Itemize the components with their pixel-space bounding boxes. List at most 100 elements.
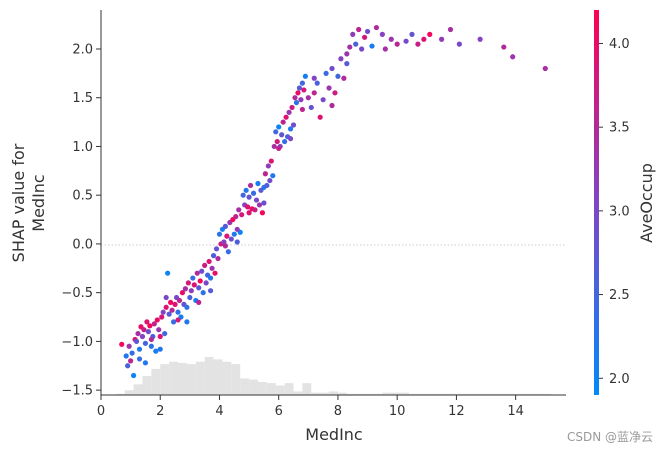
scatter-point — [199, 268, 205, 274]
colorbar-label: AveOccup — [637, 163, 656, 243]
scatter-point — [165, 270, 171, 276]
colorbar-ticks: 2.0 2.5 3.0 3.5 4.0 — [599, 37, 630, 387]
scatter-point — [162, 330, 168, 337]
scatter-point — [295, 90, 301, 96]
colorbar-tick-label: 2.0 — [609, 372, 630, 387]
scatter-point — [255, 180, 261, 187]
histogram-bar — [124, 390, 134, 395]
scatter-point — [273, 129, 279, 135]
scatter-point — [228, 236, 234, 242]
histogram-bar — [462, 393, 472, 395]
y-tick-label: −0.5 — [61, 286, 93, 301]
scatter-point — [245, 204, 251, 210]
histogram-bar — [320, 392, 330, 395]
scatter-point — [123, 353, 129, 359]
scatter-point — [320, 97, 326, 103]
x-tick-label: 14 — [507, 404, 524, 419]
scatter-point — [259, 210, 266, 216]
scatter-point — [290, 122, 297, 128]
scatter-point — [141, 327, 147, 333]
histogram-bar — [471, 393, 481, 395]
scatter-point — [197, 278, 203, 284]
scatter-point — [252, 207, 258, 213]
y-tick-label: 1.5 — [72, 91, 93, 106]
histogram-bar — [515, 393, 525, 395]
scatter-point — [142, 340, 149, 346]
scatter-point — [344, 61, 350, 67]
scatter-point — [276, 124, 282, 130]
histogram-bar — [213, 359, 223, 395]
scatter-point — [403, 38, 409, 44]
histogram-bar — [293, 391, 303, 395]
scatter-point — [344, 51, 350, 57]
watermark: CSDN @蓝净云 — [566, 430, 653, 444]
histogram-bar — [240, 378, 250, 395]
scatter-point — [194, 270, 200, 276]
histogram-bar — [426, 393, 436, 395]
scatter-point — [253, 197, 260, 203]
y-tick-label: 0.0 — [72, 237, 93, 252]
scatter-point — [299, 106, 306, 113]
histogram-bar — [524, 393, 534, 395]
scatter-point — [262, 171, 268, 177]
histogram-bar — [337, 392, 347, 395]
histogram-bar — [480, 393, 489, 395]
scatter-point — [221, 239, 227, 245]
scatter-point — [350, 31, 356, 37]
scatter-point — [225, 249, 231, 255]
scatter-point — [456, 41, 462, 47]
scatter-point — [311, 75, 317, 81]
scatter-point — [301, 87, 307, 93]
scatter-point — [287, 126, 294, 132]
scatter-point — [148, 336, 154, 343]
scatter-points — [119, 24, 548, 379]
scatter-point — [477, 36, 483, 42]
scatter-point — [341, 75, 347, 81]
scatter-point — [394, 41, 400, 47]
histogram-bar — [186, 364, 196, 395]
scatter-point — [130, 372, 137, 379]
scatter-point — [338, 56, 344, 62]
scatter-point — [215, 255, 221, 262]
scatter-point — [289, 104, 295, 111]
y-tick-label: −1.5 — [61, 384, 93, 399]
scatter-point — [364, 28, 371, 35]
scatter-point — [176, 297, 183, 304]
scatter-point — [247, 182, 254, 189]
scatter-point — [280, 119, 286, 125]
histogram-bar — [302, 383, 312, 395]
scatter-point — [207, 275, 214, 281]
histogram-bar — [266, 383, 276, 395]
histogram-bar — [151, 368, 161, 395]
histogram-bar — [311, 392, 321, 395]
scatter-point — [317, 114, 323, 120]
colorbar-tick-label: 4.0 — [609, 37, 630, 52]
scatter-point — [188, 288, 194, 294]
histogram-bar — [364, 393, 374, 395]
scatter-point — [222, 243, 228, 249]
x-tick-label: 12 — [448, 404, 465, 419]
scatter-point — [299, 80, 306, 86]
scatter-point — [184, 304, 190, 310]
histogram-bar — [115, 393, 125, 395]
scatter-point — [373, 24, 380, 31]
scatter-point — [151, 321, 157, 327]
x-tick-label: 0 — [97, 404, 105, 419]
scatter-point — [216, 231, 223, 237]
scatter-point — [153, 348, 159, 354]
histogram-bar — [488, 393, 498, 395]
x-tick-label: 10 — [389, 404, 406, 419]
scatter-point — [298, 97, 304, 103]
scatter-point — [172, 301, 178, 307]
scatter-point — [286, 109, 292, 115]
x-ticks: 0 2 4 6 8 10 12 14 — [97, 395, 524, 419]
scatter-point — [510, 54, 516, 60]
scatter-point — [388, 36, 394, 42]
histogram-bar — [204, 357, 214, 395]
histogram-bar — [373, 393, 383, 395]
scatter-point — [296, 85, 303, 91]
scatter-point — [501, 44, 507, 50]
histogram-bar — [160, 364, 170, 395]
scatter-point — [144, 319, 150, 325]
